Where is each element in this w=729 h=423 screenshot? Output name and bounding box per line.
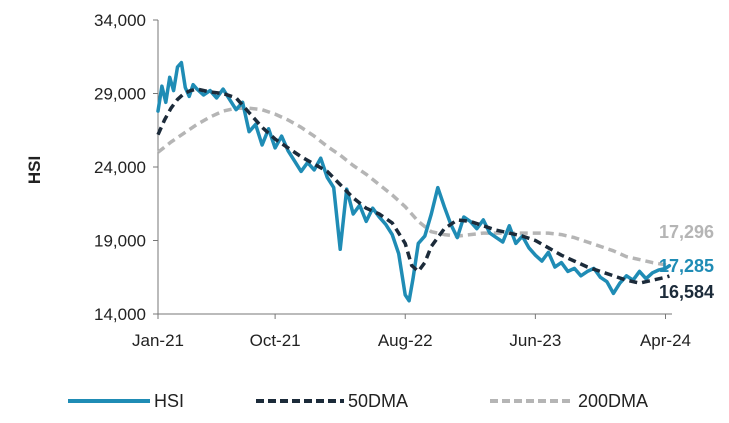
x-tick-label: Jan-21	[132, 331, 184, 350]
y-axis-label: HSI	[25, 156, 44, 184]
y-tick-label: 34,000	[94, 11, 146, 30]
legend-label-dma200: 200DMA	[578, 391, 648, 411]
end-value-label: 16,584	[659, 282, 714, 302]
x-tick-label: Jun-23	[509, 331, 561, 350]
y-tick-label: 24,000	[94, 158, 146, 177]
series-lines	[156, 60, 672, 303]
end-value-label: 17,285	[659, 256, 714, 276]
series-200dma-line	[156, 106, 670, 268]
legend: HSI 50DMA 200DMA	[68, 391, 648, 411]
x-axis: Jan-21 Oct-21 Aug-22 Jun-23 Apr-24	[132, 313, 691, 350]
legend-label-dma50: 50DMA	[348, 391, 408, 411]
series-50dma-line	[156, 87, 670, 285]
x-tick-label: Oct-21	[250, 331, 301, 350]
y-tick-label: 29,000	[94, 85, 146, 104]
x-tick-label: Aug-22	[378, 331, 433, 350]
x-tick-label: Apr-24	[640, 331, 691, 350]
y-tick-label: 14,000	[94, 305, 146, 324]
legend-label-hsi: HSI	[154, 391, 184, 411]
y-axis: 14,000 19,000 24,000 29,000 34,000	[94, 11, 159, 324]
end-value-label: 17,296	[659, 222, 714, 242]
end-labels: 17,296 17,285 16,584	[659, 222, 714, 302]
y-tick-label: 19,000	[94, 232, 146, 251]
series-hsi-line	[156, 60, 672, 303]
